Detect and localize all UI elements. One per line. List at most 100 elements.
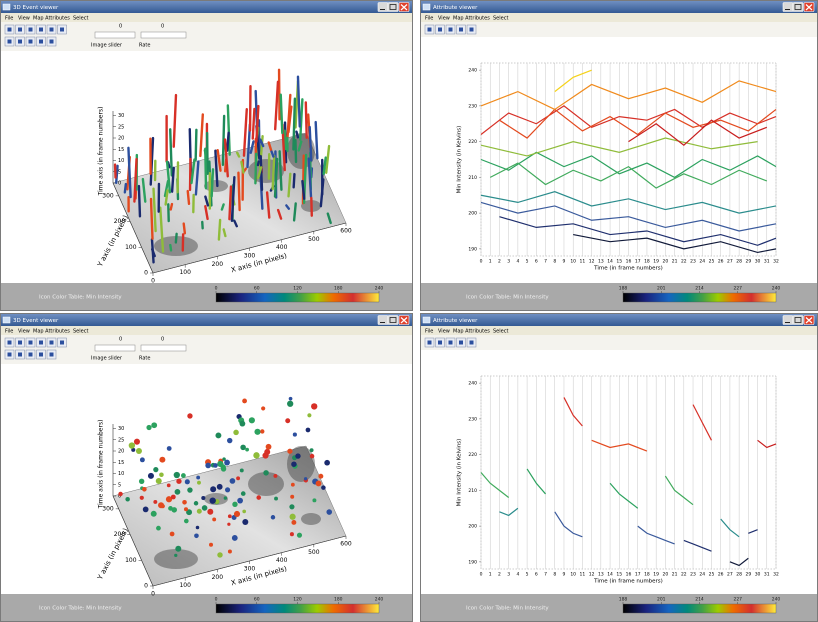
cloud-blob xyxy=(154,549,198,569)
event-glyph xyxy=(118,492,122,496)
event-glyph xyxy=(194,501,198,505)
menu-item[interactable]: File xyxy=(5,15,13,21)
event-track xyxy=(152,239,154,262)
event-glyph xyxy=(253,452,259,458)
colorbar-tick-label: 188 xyxy=(619,286,628,292)
rate-slider[interactable] xyxy=(141,345,186,351)
menu-item[interactable]: View xyxy=(438,15,450,21)
colorbar-tick-label: 214 xyxy=(695,597,704,603)
menu-item[interactable]: Map Attributes xyxy=(453,15,490,21)
tool-button-glyph xyxy=(18,341,22,345)
image-slider[interactable] xyxy=(95,345,135,351)
x-tick-label: 6 xyxy=(535,572,538,578)
event-track xyxy=(261,156,262,190)
maximize-button[interactable] xyxy=(388,3,398,12)
menu-item[interactable]: Map Attributes xyxy=(33,328,70,334)
x-tick-label: 18 xyxy=(644,572,650,578)
x-tick-label: 12 xyxy=(589,572,595,578)
menu-item[interactable]: View xyxy=(18,328,30,334)
maximize-button[interactable] xyxy=(793,3,803,12)
time-tick-label: 20 xyxy=(118,449,124,455)
tool-button-glyph xyxy=(428,28,432,32)
tool-button-glyph xyxy=(39,28,43,32)
tool-button-glyph xyxy=(428,341,432,345)
x-tick-label: 29 xyxy=(745,259,751,265)
maximize-button[interactable] xyxy=(388,316,398,325)
event-track xyxy=(275,82,278,129)
minimize-button[interactable] xyxy=(783,316,793,325)
minimize-button[interactable] xyxy=(378,316,388,325)
x-tick-label: 26 xyxy=(718,259,724,265)
event-glyph xyxy=(215,432,221,438)
slider-value: 0 xyxy=(119,24,122,30)
minimize-button[interactable] xyxy=(783,3,793,12)
event-glyph xyxy=(232,502,237,507)
menu-item[interactable]: Select xyxy=(73,328,88,334)
app-window: Attribute viewerFileViewMap AttributesSe… xyxy=(420,0,818,311)
colorbar-tick-label: 60 xyxy=(254,597,260,603)
window-icon xyxy=(3,4,10,10)
colorbar-tick-label: 180 xyxy=(334,597,343,603)
x-tick-label: 2 xyxy=(498,259,501,265)
event-glyph xyxy=(289,397,293,401)
menu-item[interactable]: Select xyxy=(493,328,508,334)
event-glyph xyxy=(159,457,165,463)
playback-button-glyph xyxy=(18,40,22,44)
colorbar-label: Icon Color Table: Min Intensity xyxy=(466,295,549,301)
menu-item[interactable]: Map Attributes xyxy=(33,15,70,21)
colorbar-tick-label: 0 xyxy=(215,597,218,603)
colorbar-tick-label: 227 xyxy=(733,597,742,603)
y-tick-label: 210 xyxy=(468,175,477,181)
event-glyph xyxy=(201,496,205,500)
x-tick-label: 8 xyxy=(553,259,556,265)
event-glyph xyxy=(156,526,161,531)
menu-item[interactable]: File xyxy=(425,328,433,334)
minimize-button[interactable] xyxy=(378,3,388,12)
x-tick-label: 27 xyxy=(727,259,733,265)
intensity-track xyxy=(684,540,712,551)
event-glyph xyxy=(310,448,314,452)
x-tick-label: 20 xyxy=(663,259,669,265)
event-glyph xyxy=(170,532,175,537)
window-canvas: Attribute viewerFileViewMap AttributesSe… xyxy=(421,314,817,621)
y-tick-label: 220 xyxy=(468,139,477,145)
intensity-track xyxy=(748,530,757,534)
menu-item[interactable]: View xyxy=(18,15,30,21)
y-tick-label: 210 xyxy=(468,488,477,494)
playback-button-glyph xyxy=(29,353,33,357)
event-glyph xyxy=(140,457,145,462)
event-track xyxy=(176,234,177,243)
x-tick-label: 600 xyxy=(340,541,352,548)
menu-item[interactable]: File xyxy=(5,328,13,334)
menu-item[interactable]: Select xyxy=(73,15,88,21)
x-tick-label: 12 xyxy=(589,259,595,265)
event-track xyxy=(172,168,174,192)
cloud-blob xyxy=(301,513,321,525)
event-glyph xyxy=(146,425,151,430)
event-glyph xyxy=(134,439,140,445)
event-glyph xyxy=(225,487,230,492)
menu-item[interactable]: File xyxy=(425,15,433,21)
menu-item[interactable]: Map Attributes xyxy=(453,328,490,334)
event-glyph xyxy=(316,480,322,486)
colorbar xyxy=(216,604,379,613)
event-glyph xyxy=(318,474,323,479)
x-tick-label: 14 xyxy=(607,572,613,578)
maximize-button[interactable] xyxy=(793,316,803,325)
event-track xyxy=(229,187,231,220)
x-tick-label: 32 xyxy=(773,259,779,265)
event-glyph xyxy=(181,473,186,478)
image-slider[interactable] xyxy=(95,32,135,38)
menu-item[interactable]: Select xyxy=(493,15,508,21)
intensity-track xyxy=(610,483,638,508)
x-tick-label: 5 xyxy=(526,259,529,265)
x-tick-label: 200 xyxy=(212,261,224,268)
rate-slider[interactable] xyxy=(141,32,186,38)
event-glyph xyxy=(184,507,188,511)
menu-item[interactable]: View xyxy=(438,328,450,334)
x-tick-label: 6 xyxy=(535,259,538,265)
event-track xyxy=(196,130,197,160)
x-tick-label: 18 xyxy=(644,259,650,265)
colorbar-tick-label: 240 xyxy=(772,286,781,292)
window-icon xyxy=(423,317,430,323)
